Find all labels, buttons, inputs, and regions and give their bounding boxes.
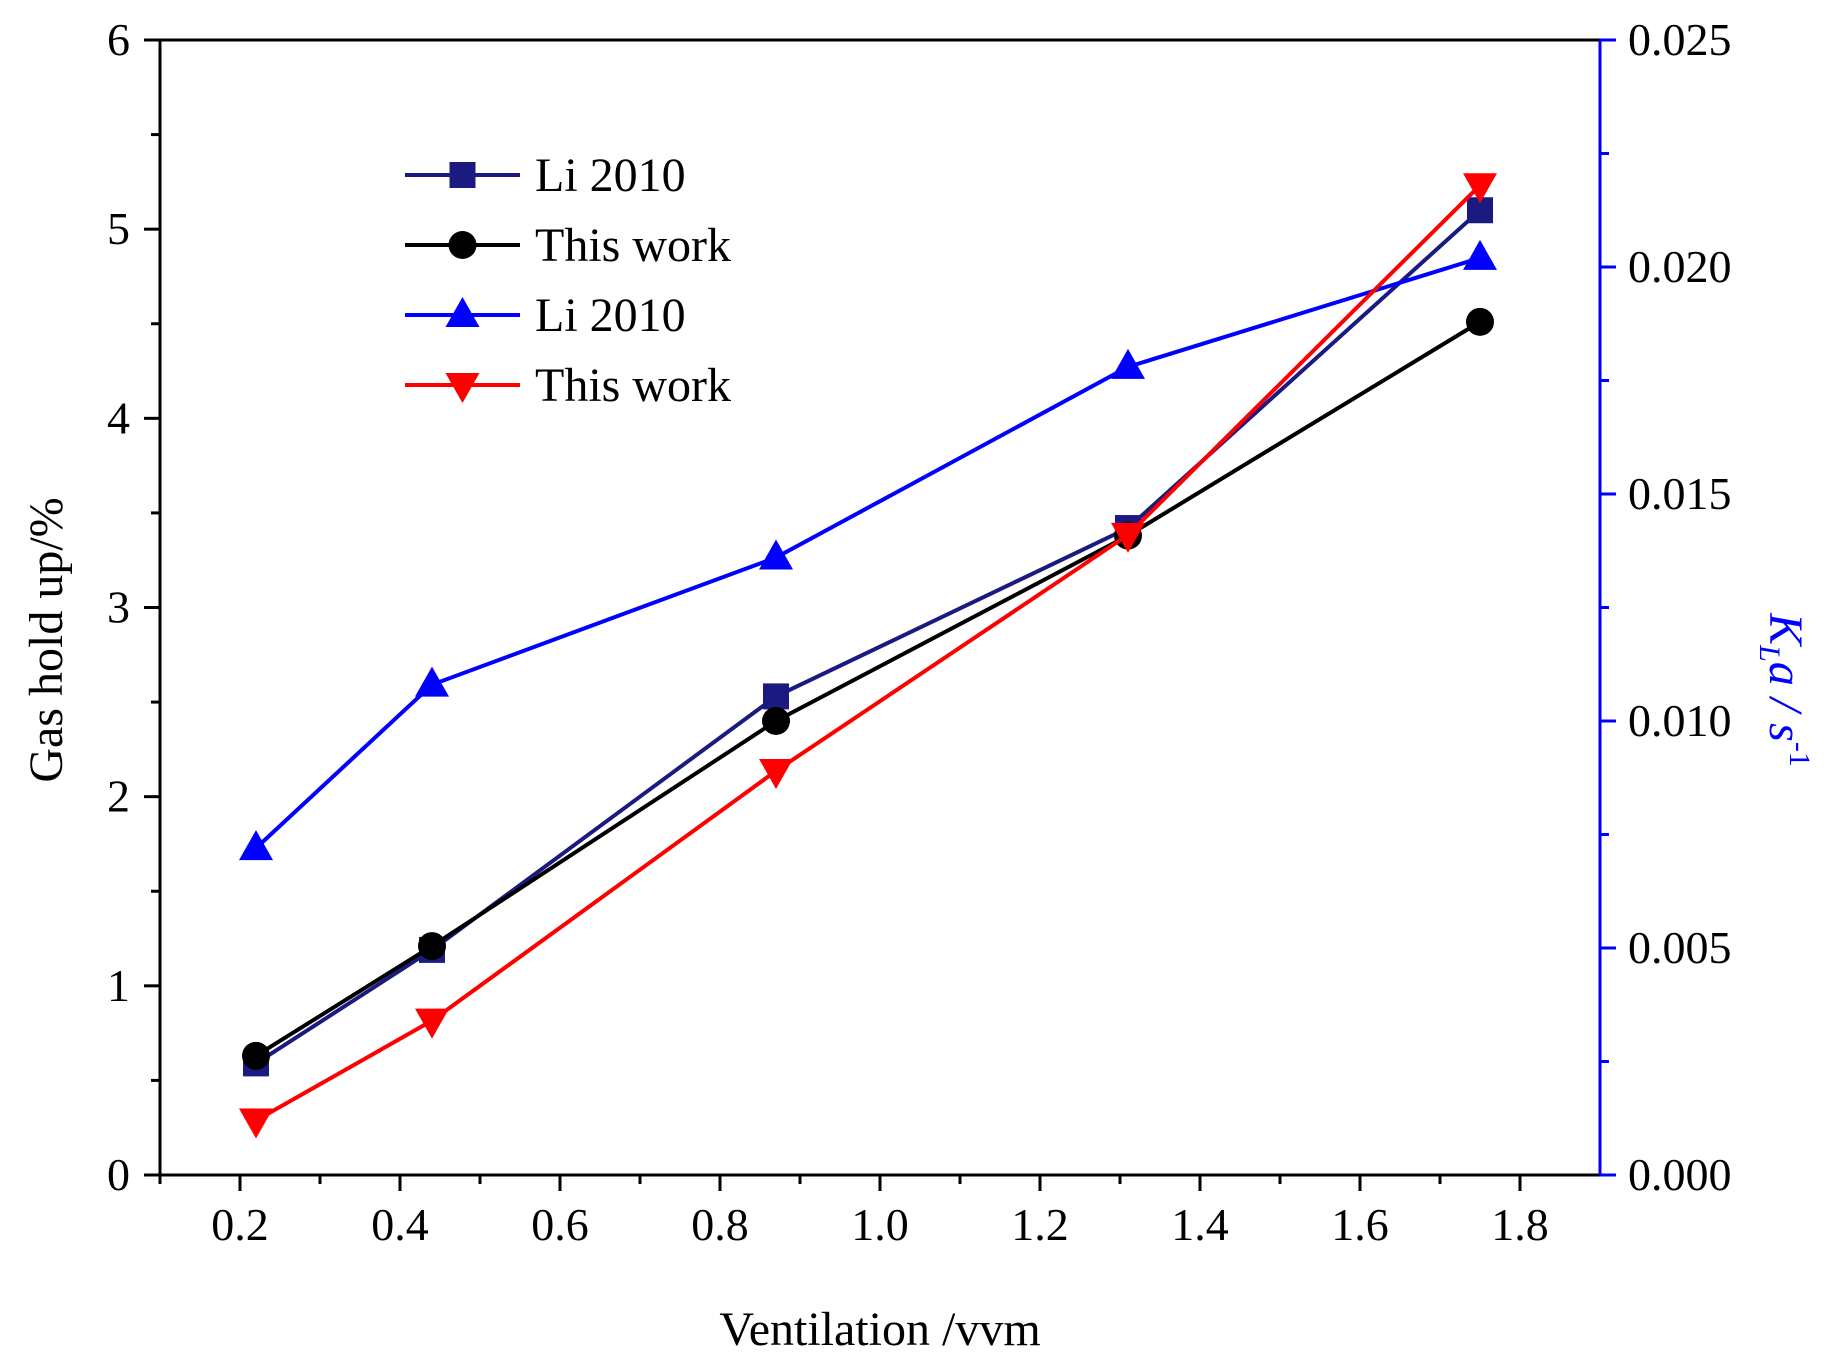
y2-tick-label: 0.000 bbox=[1628, 1149, 1732, 1200]
y-tick-label: 1 bbox=[107, 960, 130, 1011]
data-point bbox=[762, 707, 790, 735]
legend-marker bbox=[449, 162, 476, 188]
legend: Li 2010 This work Li 2010 This work bbox=[405, 149, 731, 412]
x-axis: 0.2 0.4 0.6 0.8 1.0 1.2 1.4 1.6 1.8 bbox=[158, 1175, 1549, 1250]
data-point bbox=[1463, 173, 1497, 204]
x-tick-label: 1.0 bbox=[851, 1199, 909, 1250]
x-tick-label: 1.6 bbox=[1331, 1199, 1389, 1250]
y-tick-label: 6 bbox=[107, 14, 130, 65]
y-axis-left: 0 1 2 3 4 5 6 bbox=[107, 14, 160, 1200]
y2-tick-label: 0.005 bbox=[1628, 922, 1732, 973]
y-axis-right: 0.000 0.005 0.010 0.015 0.020 0.025 bbox=[1600, 14, 1732, 1200]
y-tick-label: 0 bbox=[107, 1149, 130, 1200]
plot-frame bbox=[158, 38, 1602, 1177]
x-tick-label: 1.2 bbox=[1011, 1199, 1069, 1250]
x-tick-label: 0.2 bbox=[211, 1199, 269, 1250]
data-point bbox=[239, 1108, 273, 1139]
y2-axis-title-sup: -1 bbox=[1783, 742, 1816, 767]
y2-tick-label: 0.010 bbox=[1628, 695, 1732, 746]
y2-axis-title-sub: L bbox=[1753, 644, 1786, 662]
data-point bbox=[759, 758, 793, 789]
y2-axis-title-mid: a / s bbox=[1759, 662, 1812, 742]
x-tick-label: 1.8 bbox=[1491, 1199, 1549, 1250]
legend-item: Li 2010 bbox=[405, 289, 686, 342]
y-tick-label: 3 bbox=[107, 582, 130, 633]
series-line bbox=[254, 256, 1481, 850]
y2-tick-label: 0.025 bbox=[1628, 14, 1732, 65]
data-point bbox=[242, 1041, 270, 1070]
data-point bbox=[415, 666, 449, 697]
data-point bbox=[1111, 522, 1145, 553]
x-tick-label: 0.8 bbox=[691, 1199, 749, 1250]
series-3 bbox=[239, 239, 1497, 861]
data-point bbox=[1111, 348, 1145, 379]
series-layer bbox=[239, 173, 1497, 1139]
legend-label: Li 2010 bbox=[535, 149, 686, 202]
x-axis-title: Ventilation /vvm bbox=[719, 1303, 1040, 1356]
legend-item: This work bbox=[405, 359, 731, 412]
data-point bbox=[1463, 239, 1497, 270]
legend-item: Li 2010 bbox=[405, 149, 686, 202]
y-tick-label: 2 bbox=[107, 771, 130, 822]
legend-item: This work bbox=[405, 219, 731, 272]
legend-label: Li 2010 bbox=[535, 289, 686, 342]
y-tick-label: 4 bbox=[107, 392, 130, 443]
legend-label: This work bbox=[535, 219, 731, 272]
legend-marker bbox=[445, 373, 480, 403]
data-point bbox=[763, 683, 789, 710]
legend-label: This work bbox=[535, 359, 731, 412]
y2-axis-title-main: K bbox=[1759, 612, 1812, 648]
y-axis-title: Gas hold up/% bbox=[20, 497, 73, 782]
legend-marker bbox=[448, 231, 477, 259]
legend-marker bbox=[445, 297, 480, 327]
y2-tick-label: 0.015 bbox=[1628, 468, 1732, 519]
data-point bbox=[415, 1008, 449, 1039]
y2-axis-title: KLa / s-1 bbox=[1753, 612, 1816, 767]
x-tick-label: 0.4 bbox=[371, 1199, 429, 1250]
series-4 bbox=[239, 173, 1497, 1139]
y2-tick-label: 0.020 bbox=[1628, 241, 1732, 292]
x-tick-label: 0.6 bbox=[531, 1199, 589, 1250]
data-point bbox=[239, 830, 273, 861]
data-point bbox=[418, 932, 446, 961]
data-point bbox=[1466, 307, 1494, 336]
data-point bbox=[759, 539, 793, 570]
y-tick-label: 5 bbox=[107, 203, 130, 254]
x-tick-label: 1.4 bbox=[1171, 1199, 1229, 1250]
